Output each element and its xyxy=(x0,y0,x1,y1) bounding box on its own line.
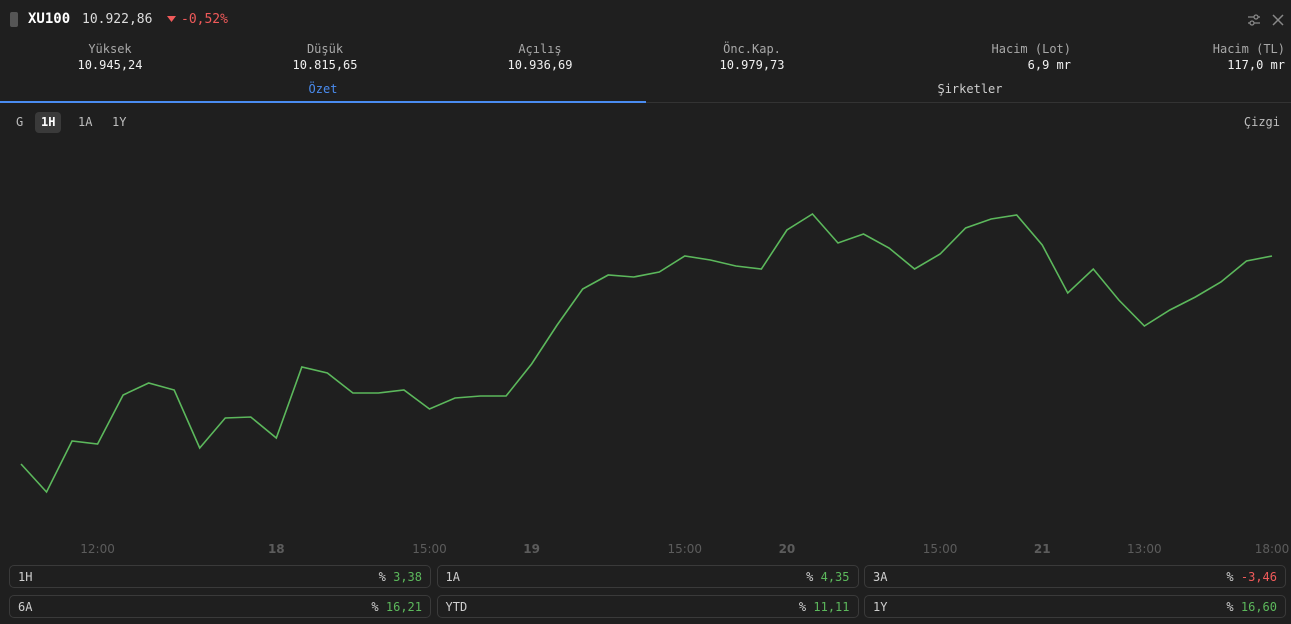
tab-underline xyxy=(0,101,646,103)
x-tick-label: 19 xyxy=(523,542,540,556)
x-tick-label: 18:00 xyxy=(1255,542,1290,556)
stat-value: 117,0 mr xyxy=(1227,58,1285,72)
performance-item: 3A% -3,46 xyxy=(864,565,1286,588)
performance-change: % 11,11 xyxy=(799,600,850,614)
x-tick-label: 15:00 xyxy=(923,542,958,556)
unit: % xyxy=(1226,570,1234,584)
x-tick-label: 21 xyxy=(1034,542,1051,556)
performance-item: YTD% 11,11 xyxy=(436,595,859,618)
settings-button[interactable] xyxy=(1246,12,1262,28)
range-button[interactable]: 1Y xyxy=(112,115,127,129)
symbol: XU100 xyxy=(28,11,71,27)
value: 11,11 xyxy=(813,600,850,614)
stat: Önc.Kap. 10.979,73 xyxy=(672,42,832,72)
value: 16,21 xyxy=(385,600,422,614)
value: 3,38 xyxy=(393,570,422,584)
performance-change: % 4,35 xyxy=(806,570,849,584)
stat-label: Önc.Kap. xyxy=(723,42,781,56)
performance-label: YTD xyxy=(445,600,468,614)
unit: % xyxy=(371,600,379,614)
performance-change: % 16,21 xyxy=(371,600,422,614)
chart: 12:00 18 15:00 19 15:00 20 15:00 21 13:00 18:00 xyxy=(20,212,1290,556)
performance-change: % 16,60 xyxy=(1226,600,1277,614)
x-tick-label: 13:00 xyxy=(1127,542,1162,556)
change: -0,52% xyxy=(181,12,228,27)
down-arrow xyxy=(167,16,176,22)
stat: Düşük 10.815,65 xyxy=(245,42,405,72)
price: 10.922,86 xyxy=(82,12,153,27)
stat-value: 10.936,69 xyxy=(507,58,573,72)
performance-item: 6A% 16,21 xyxy=(9,595,431,618)
performance-item: 1H% 3,38 xyxy=(9,565,431,588)
tab[interactable]: Özet xyxy=(308,82,338,96)
stat: Hacim (Lot) 6,9 mr xyxy=(911,42,1071,72)
performance-change: % -3,46 xyxy=(1226,570,1277,584)
x-tick-label: 15:00 xyxy=(412,542,447,556)
stat-label: Hacim (Lot) xyxy=(991,42,1071,56)
close-button[interactable] xyxy=(1271,13,1285,27)
unit: % xyxy=(806,570,814,584)
unit: % xyxy=(1226,600,1234,614)
stat-value: 10.979,73 xyxy=(719,58,785,72)
performance-label: 6A xyxy=(18,600,33,614)
stat: Yüksek 10.945,24 xyxy=(30,42,190,72)
chart-style-button[interactable]: Çizgi xyxy=(1243,115,1280,129)
unit: % xyxy=(798,600,807,614)
stat-value: 10.815,65 xyxy=(292,58,358,72)
stat-label: Yüksek xyxy=(88,42,132,56)
x-tick-label: 18 xyxy=(268,542,285,556)
stat-value: 6,9 mr xyxy=(1027,58,1071,72)
stat-label: Düşük xyxy=(306,42,344,56)
range-button[interactable]: 1H xyxy=(35,112,62,133)
icon xyxy=(10,12,18,27)
stat-value: 10.945,24 xyxy=(77,58,143,72)
stat: Açılış 10.936,69 xyxy=(460,42,620,72)
performance-label: 3A xyxy=(873,570,888,584)
performance-label: 1A xyxy=(445,570,460,584)
x-tick-label: 20 xyxy=(779,542,796,556)
performance-item: 1A% 4,35 xyxy=(436,565,859,588)
range-button[interactable]: G xyxy=(16,115,24,129)
price-line xyxy=(20,212,1273,494)
performance-change: % 3,38 xyxy=(379,570,422,584)
stat-label: Açılış xyxy=(518,42,562,56)
unit: % xyxy=(378,570,386,584)
value: 16,60 xyxy=(1240,600,1277,614)
value: -3,46 xyxy=(1240,570,1277,584)
stat-label: Hacim (TL) xyxy=(1212,42,1285,56)
tab[interactable]: Şirketler xyxy=(937,82,1003,96)
x-tick-label: 12:00 xyxy=(80,542,115,556)
performance-label: 1Y xyxy=(873,600,888,614)
range-button[interactable]: 1A xyxy=(78,115,93,129)
performance-item: 1Y% 16,60 xyxy=(864,595,1286,618)
x-tick-label: 15:00 xyxy=(667,542,702,556)
stat: Hacim (TL) 117,0 mr xyxy=(1125,42,1285,72)
performance-label: 1H xyxy=(18,570,33,584)
value: 4,35 xyxy=(820,570,850,584)
